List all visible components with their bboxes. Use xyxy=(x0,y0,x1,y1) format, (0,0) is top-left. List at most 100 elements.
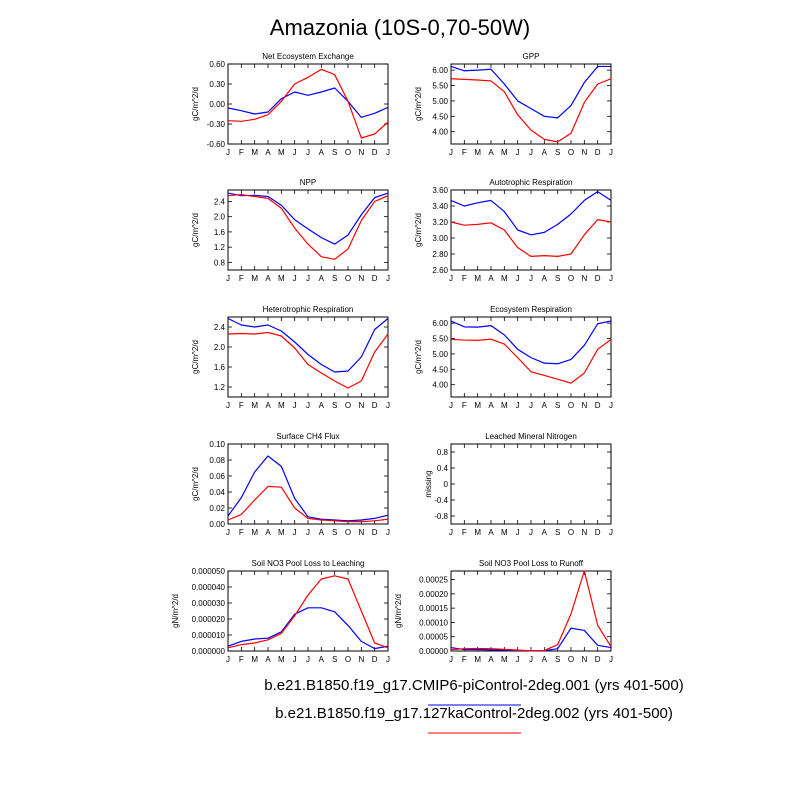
x-tick-label: S xyxy=(332,148,337,157)
x-tick-label: J xyxy=(609,274,613,283)
y-tick-label: 0.04 xyxy=(209,488,225,497)
series-line-2 xyxy=(227,485,389,523)
x-tick-label: J xyxy=(293,528,297,537)
x-tick-label: J xyxy=(529,274,533,283)
x-tick-label: O xyxy=(345,274,351,283)
y-axis-label: gC/m^2/d xyxy=(191,213,200,247)
x-tick-label: N xyxy=(358,274,364,283)
y-tick-label: 1.6 xyxy=(214,228,226,237)
x-tick-label: J xyxy=(226,528,230,537)
x-tick-label: J xyxy=(609,655,613,664)
panel-title: Autotrophic Respiration xyxy=(489,178,572,187)
panel-title: Soil NO3 Pool Loss to Leaching xyxy=(252,559,365,568)
y-tick-label: 0.08 xyxy=(209,456,225,465)
x-tick-label: M xyxy=(278,401,285,410)
x-tick-label: S xyxy=(555,528,560,537)
y-tick-label: 2.0 xyxy=(214,213,226,222)
plot-frame xyxy=(227,189,389,271)
x-tick-label: D xyxy=(595,655,601,664)
y-tick-label: 0.30 xyxy=(209,80,225,89)
series-line-2 xyxy=(450,219,612,257)
y-tick-label: 1.2 xyxy=(214,383,226,392)
y-tick-label: 0.000020 xyxy=(192,615,226,624)
x-tick-label: N xyxy=(581,148,587,157)
series-line-1 xyxy=(227,192,389,245)
x-tick-label: A xyxy=(488,655,494,664)
x-tick-label: A xyxy=(542,274,548,283)
x-tick-label: A xyxy=(319,401,325,410)
x-tick-label: O xyxy=(568,401,574,410)
x-tick-label: F xyxy=(462,655,467,664)
y-tick-label: 3.20 xyxy=(432,218,448,227)
x-tick-label: A xyxy=(319,148,325,157)
x-tick-label: M xyxy=(501,528,508,537)
panel-title: Soil NO3 Pool Loss to Runoff xyxy=(479,559,584,568)
x-tick-label: O xyxy=(568,655,574,664)
x-tick-label: J xyxy=(306,148,310,157)
x-tick-label: S xyxy=(555,274,560,283)
y-tick-label: 0.00025 xyxy=(419,576,448,585)
x-tick-label: J xyxy=(516,401,520,410)
y-tick-label: 2.60 xyxy=(432,266,448,275)
y-tick-label: 0.00010 xyxy=(419,618,448,627)
series-line-2 xyxy=(227,193,389,260)
x-tick-label: J xyxy=(516,655,520,664)
x-tick-label: J xyxy=(226,655,230,664)
x-tick-label: M xyxy=(251,274,258,283)
x-tick-label: J xyxy=(226,401,230,410)
x-tick-label: O xyxy=(345,528,351,537)
figure-title: Amazonia (10S-0,70-50W) xyxy=(270,15,530,40)
series-line-1 xyxy=(227,87,389,118)
x-tick-label: N xyxy=(358,655,364,664)
series-line-2 xyxy=(227,68,389,139)
x-tick-label: O xyxy=(568,274,574,283)
series-line-2 xyxy=(450,78,612,143)
x-tick-label: A xyxy=(488,148,494,157)
plot-frame xyxy=(227,63,389,145)
x-tick-label: F xyxy=(239,274,244,283)
x-tick-label: A xyxy=(265,655,271,664)
y-tick-label: 0.00 xyxy=(209,520,225,529)
y-tick-label: 3.40 xyxy=(432,202,448,211)
plot-frame xyxy=(227,316,389,398)
x-tick-label: M xyxy=(278,655,285,664)
x-tick-label: J xyxy=(609,148,613,157)
x-tick-label: A xyxy=(542,401,548,410)
y-tick-label: -0.8 xyxy=(434,512,448,521)
y-tick-label: 0 xyxy=(444,480,449,489)
y-axis-label: gC/m^2/d xyxy=(414,340,423,374)
series-line-2 xyxy=(227,575,389,649)
x-tick-label: M xyxy=(474,528,481,537)
x-tick-label: S xyxy=(555,148,560,157)
x-tick-label: M xyxy=(501,148,508,157)
x-tick-label: F xyxy=(462,148,467,157)
x-tick-label: D xyxy=(595,148,601,157)
x-tick-label: J xyxy=(306,528,310,537)
x-tick-label: J xyxy=(306,401,310,410)
x-tick-label: D xyxy=(372,401,378,410)
x-tick-label: M xyxy=(278,274,285,283)
x-tick-label: J xyxy=(386,655,390,664)
y-tick-label: 2.4 xyxy=(214,323,226,332)
panel-title: NPP xyxy=(300,178,316,187)
y-axis-label: missing xyxy=(424,470,433,497)
x-tick-label: J xyxy=(516,148,520,157)
y-tick-label: 5.00 xyxy=(432,97,448,106)
y-tick-label: 3.00 xyxy=(432,234,448,243)
legend-label: b.e21.B1850.f19_g17.127kaControl-2deg.00… xyxy=(275,705,673,722)
x-tick-label: N xyxy=(581,401,587,410)
x-tick-label: J xyxy=(449,655,453,664)
x-tick-label: J xyxy=(449,148,453,157)
x-tick-label: J xyxy=(306,655,310,664)
y-tick-label: 4.00 xyxy=(432,128,448,137)
x-tick-label: J xyxy=(449,274,453,283)
y-tick-label: 0.8 xyxy=(437,448,449,457)
x-tick-label: A xyxy=(542,655,548,664)
x-tick-label: A xyxy=(319,655,325,664)
